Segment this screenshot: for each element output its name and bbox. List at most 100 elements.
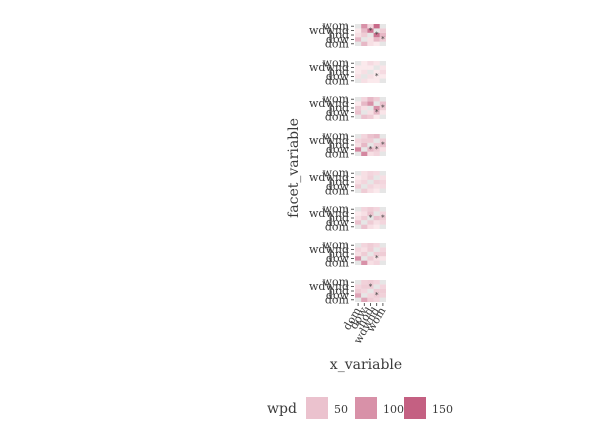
significance-star: * xyxy=(375,146,379,154)
heatmap-cell xyxy=(361,297,368,302)
heatmap-cell xyxy=(367,138,374,143)
heatmap-cell xyxy=(355,142,362,148)
heatmap-cell xyxy=(355,184,362,189)
heatmap-cell xyxy=(361,138,368,143)
heatmap-cell xyxy=(379,142,386,148)
heatmap-cell xyxy=(379,288,386,294)
significance-star: * xyxy=(369,283,373,291)
heatmap-cell xyxy=(379,188,386,193)
heatmap-cell xyxy=(373,151,380,156)
heatmap-cell xyxy=(379,97,386,102)
heatmap-cell xyxy=(379,175,386,180)
significance-star: * xyxy=(381,36,385,44)
heatmap-cell xyxy=(379,65,386,70)
heatmap-cell xyxy=(373,78,380,83)
significance-star: * xyxy=(369,27,373,35)
y-tick-label: dow xyxy=(326,106,350,119)
heatmap-cell xyxy=(355,105,362,111)
heatmap-cell xyxy=(367,61,374,66)
heatmap-cell xyxy=(373,251,380,257)
heatmap-cell xyxy=(355,101,362,106)
heatmap-cell xyxy=(361,280,368,285)
y-tick-label: dom xyxy=(325,110,350,123)
heatmap-cell xyxy=(355,171,362,176)
heatmap-cell xyxy=(361,24,368,29)
heatmap-cell xyxy=(361,37,368,42)
heatmap-cell xyxy=(379,293,386,298)
heatmap-cell xyxy=(373,105,380,111)
facet-panels: ***domdowhodwdwndwom*domdowhodwdwndwom**… xyxy=(309,20,386,306)
y-tick-label: wdwnd xyxy=(309,24,349,37)
heatmap-cell xyxy=(373,188,380,193)
heatmap-cell xyxy=(379,110,386,115)
heatmap-cell xyxy=(379,220,386,225)
y-tick-label: wdwnd xyxy=(309,97,349,110)
y-tick-label: hod xyxy=(328,248,349,261)
heatmap-cell xyxy=(361,78,368,83)
heatmap-cell xyxy=(367,224,374,229)
heatmap-cell xyxy=(373,69,380,75)
heatmap-cell xyxy=(373,288,380,294)
heatmap-cell xyxy=(373,24,380,29)
legend-label: 100 xyxy=(383,403,404,416)
heatmap-cell xyxy=(373,256,380,261)
y-tick-label: hod xyxy=(328,212,349,225)
heatmap-cell xyxy=(361,105,368,111)
significance-star: * xyxy=(375,109,379,117)
heatmap-cell xyxy=(373,175,380,180)
heatmap-cell xyxy=(355,114,362,119)
heatmap-cell xyxy=(355,207,362,212)
heatmap-cell xyxy=(373,28,380,33)
heatmap-cell xyxy=(361,220,368,225)
heatmap-cell xyxy=(361,28,368,33)
heatmap-cell xyxy=(361,188,368,193)
heatmap-cell xyxy=(355,293,362,298)
y-tick-label: dow xyxy=(326,143,350,156)
heatmap-cell xyxy=(361,101,368,106)
y-tick-label: dow xyxy=(326,289,350,302)
heatmap-cell xyxy=(379,179,386,185)
heatmap-cell xyxy=(367,293,374,298)
heatmap-cell xyxy=(367,220,374,225)
y-tick-label: wom xyxy=(323,57,350,70)
y-tick-label: wdwnd xyxy=(309,61,349,74)
y-tick-label: dow xyxy=(326,33,350,46)
heatmap-cell xyxy=(361,151,368,156)
heatmap-cell xyxy=(361,251,368,257)
heatmap-cell xyxy=(379,251,386,257)
heatmap-cell xyxy=(367,97,374,102)
heatmap-cell xyxy=(373,215,380,221)
heatmap-cell xyxy=(367,105,374,111)
heatmap-cell xyxy=(361,134,368,139)
heatmap-cell xyxy=(355,74,362,79)
significance-star: * xyxy=(381,141,385,149)
significance-star: * xyxy=(381,214,385,222)
heatmap-cell xyxy=(367,288,374,294)
y-tick-label: hod xyxy=(328,176,349,189)
heatmap-cell xyxy=(355,284,362,289)
heatmap-cell xyxy=(355,256,362,261)
y-tick-label: wom xyxy=(323,203,350,216)
y-tick-label: wom xyxy=(323,167,350,180)
significance-star: * xyxy=(375,292,379,300)
y-tick-label: wom xyxy=(323,239,350,252)
y-tick-label: dom xyxy=(325,293,350,306)
heatmap-cell xyxy=(373,280,380,285)
heatmap-cell xyxy=(355,97,362,102)
legend-label: 150 xyxy=(432,403,453,416)
heatmap-cell xyxy=(379,138,386,143)
heatmap-cell xyxy=(367,37,374,42)
y-tick-label: wdwnd xyxy=(309,243,349,256)
heatmap-cell xyxy=(367,243,374,248)
y-tick-label: wdwnd xyxy=(309,207,349,220)
significance-star: * xyxy=(375,73,379,81)
y-tick-label: wom xyxy=(323,20,350,33)
heatmap-cell xyxy=(379,24,386,29)
heatmap-cell xyxy=(367,41,374,46)
y-tick-label: hod xyxy=(328,139,349,152)
heatmap-cell xyxy=(361,61,368,66)
